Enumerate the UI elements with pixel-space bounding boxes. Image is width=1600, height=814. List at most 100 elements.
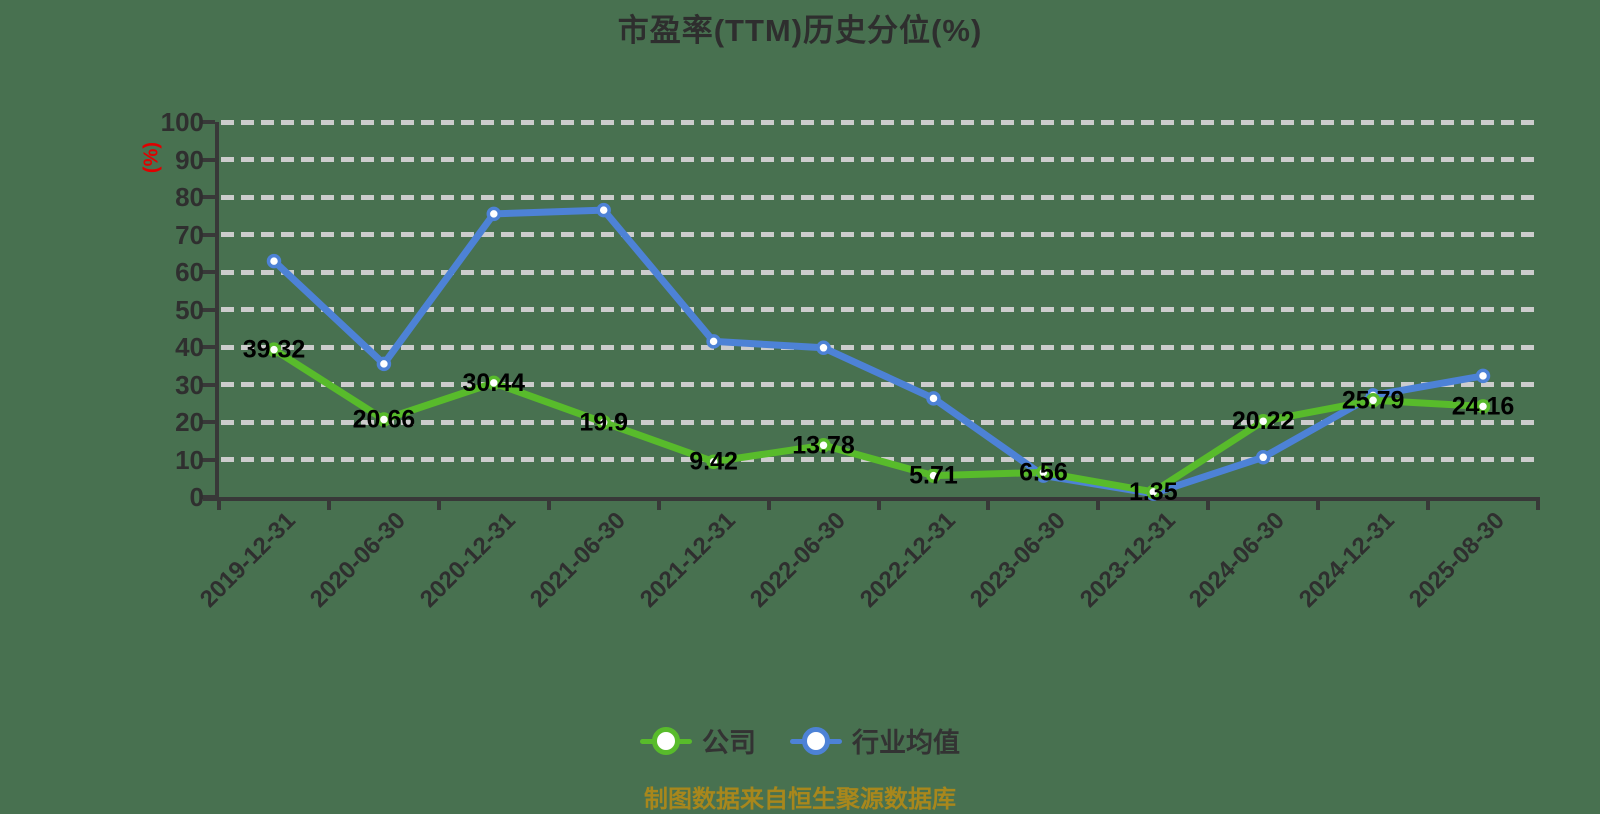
h-gridline bbox=[221, 307, 1537, 312]
company-value-label: 25.79 bbox=[1342, 386, 1405, 414]
y-tick-label: 0 bbox=[189, 482, 204, 512]
company-point[interactable] bbox=[926, 468, 941, 483]
x-tick-label: 2021-12-31 bbox=[634, 507, 741, 613]
industry-point[interactable] bbox=[706, 334, 721, 349]
company-value-label: 20.22 bbox=[1232, 407, 1295, 435]
x-tick bbox=[656, 497, 661, 510]
y-tick bbox=[201, 457, 215, 462]
y-tick bbox=[201, 307, 215, 312]
x-tick bbox=[1206, 497, 1211, 510]
company-value-label: 5.71 bbox=[909, 462, 958, 490]
chart-canvas: 39.32 20.66 30.44 19.9 9.42 13.78 5.71 6.56 1.35… bbox=[243, 202, 1515, 506]
h-gridline bbox=[221, 232, 1537, 237]
company-value-label: 6.56 bbox=[1019, 458, 1068, 486]
company-point[interactable] bbox=[816, 438, 831, 453]
y-tick bbox=[201, 345, 215, 349]
company-value-label: 24.16 bbox=[1452, 392, 1515, 420]
y-tick-label: 10 bbox=[175, 444, 204, 475]
h-gridline bbox=[221, 382, 1537, 387]
x-tick bbox=[436, 497, 441, 510]
x-axis-extension bbox=[203, 497, 219, 501]
company-point[interactable] bbox=[376, 412, 392, 427]
y-tick bbox=[201, 495, 215, 499]
y-tick-label: 60 bbox=[175, 257, 204, 287]
industry-line bbox=[270, 206, 1487, 498]
y-tick bbox=[201, 232, 215, 237]
company-point[interactable] bbox=[596, 415, 611, 430]
company-legend-marker-icon bbox=[640, 726, 692, 756]
company-point[interactable] bbox=[706, 454, 721, 469]
h-gridline bbox=[221, 269, 1537, 275]
y-tick bbox=[201, 157, 215, 162]
company-value-label: 9.42 bbox=[689, 448, 738, 476]
x-tick bbox=[1536, 497, 1540, 510]
y-tick bbox=[201, 270, 215, 274]
h-gridline bbox=[221, 157, 1537, 162]
x-tick bbox=[876, 497, 881, 510]
x-tick-label: 2022-12-31 bbox=[854, 507, 961, 613]
legend: 公司 行业均值 bbox=[640, 721, 960, 760]
y-tick-label: 90 bbox=[175, 144, 204, 175]
h-gridline bbox=[221, 419, 1537, 425]
company-point[interactable] bbox=[1036, 465, 1051, 480]
source-note: 制图数据来自恒生聚源数据库 bbox=[644, 786, 956, 813]
industry-point[interactable] bbox=[816, 340, 831, 356]
x-tick bbox=[217, 497, 221, 510]
legend-item-company[interactable]: 公司 bbox=[640, 721, 756, 760]
y-tick-label: 80 bbox=[175, 182, 204, 212]
company-point[interactable] bbox=[1365, 393, 1381, 408]
x-tick-label: 2019-12-31 bbox=[195, 507, 302, 613]
h-gridline bbox=[221, 344, 1537, 350]
y-tick bbox=[201, 420, 215, 424]
company-point[interactable] bbox=[486, 375, 502, 391]
company-point[interactable] bbox=[1475, 399, 1491, 414]
company-point[interactable] bbox=[1255, 413, 1271, 429]
company-value-label: 20.66 bbox=[353, 406, 416, 434]
y-tick-label: 30 bbox=[175, 369, 204, 400]
x-tick bbox=[1096, 497, 1101, 510]
x-tick-label: 2022-06-30 bbox=[744, 507, 851, 613]
company-value-label: 13.78 bbox=[792, 431, 855, 459]
x-tick-label: 2024-12-31 bbox=[1294, 507, 1401, 613]
h-gridline bbox=[221, 119, 1537, 125]
company-line bbox=[270, 346, 1487, 496]
y-tick-label: 50 bbox=[175, 294, 204, 325]
x-tick-label: 2024-06-30 bbox=[1184, 507, 1291, 613]
industry-point[interactable] bbox=[486, 206, 502, 222]
industry-point[interactable] bbox=[926, 391, 941, 406]
company-value-label: 30.44 bbox=[463, 369, 526, 397]
industry-point[interactable] bbox=[376, 356, 392, 372]
company-value-label: 19.9 bbox=[579, 408, 628, 436]
x-tick-label: 2025-08-30 bbox=[1404, 507, 1511, 613]
industry-legend-marker-icon bbox=[790, 726, 842, 756]
y-tick bbox=[201, 195, 215, 199]
y-tick bbox=[201, 120, 215, 124]
industry-point[interactable] bbox=[266, 253, 282, 269]
x-tick-label: 2020-12-31 bbox=[414, 507, 521, 613]
company-point[interactable] bbox=[266, 342, 282, 357]
h-gridline bbox=[221, 194, 1537, 200]
y-tick-label: 100 bbox=[160, 107, 204, 137]
industry-point[interactable] bbox=[1255, 450, 1271, 465]
legend-label-company: 公司 bbox=[702, 728, 756, 758]
industry-point[interactable] bbox=[596, 202, 611, 218]
x-tick bbox=[1316, 497, 1321, 510]
x-tick bbox=[1426, 497, 1431, 510]
plot-area: 39.32 20.66 30.44 19.9 9.42 13.78 5.71 6.56 1.35… bbox=[201, 119, 1540, 510]
y-tick-label: 40 bbox=[175, 332, 204, 362]
company-value-label: 39.32 bbox=[243, 336, 306, 364]
company-value-label: 1.35 bbox=[1129, 478, 1178, 506]
chart-title: 市盈率(TTM)历史分位(%) bbox=[617, 13, 983, 48]
y-tick-label: 70 bbox=[175, 219, 204, 250]
x-tick-label: 2021-06-30 bbox=[524, 507, 631, 613]
x-tick bbox=[546, 497, 551, 510]
x-tick bbox=[986, 497, 991, 510]
y-tick bbox=[201, 382, 215, 387]
x-tick bbox=[326, 497, 331, 510]
legend-label-industry: 行业均值 bbox=[852, 728, 960, 758]
legend-item-industry[interactable]: 行业均值 bbox=[790, 721, 960, 760]
x-tick-label: 2023-12-31 bbox=[1074, 507, 1181, 613]
industry-point[interactable] bbox=[1475, 368, 1491, 384]
company-point[interactable] bbox=[1146, 484, 1161, 500]
x-tick-label: 2020-06-30 bbox=[305, 507, 411, 613]
